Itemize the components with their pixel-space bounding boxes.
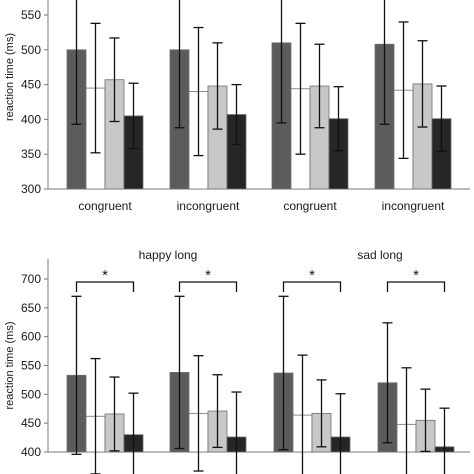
significance-bracket	[386, 281, 446, 292]
group-title: sad long	[357, 248, 402, 262]
y-tick-label: 300	[21, 182, 41, 196]
group-title: happy long	[139, 248, 198, 262]
y-tick-label: 450	[21, 78, 41, 92]
y-axis-label: reaction time (ms)	[4, 321, 16, 409]
y-tick-label: 350	[21, 147, 41, 161]
y-tick-label: 550	[21, 8, 41, 22]
y-tick-label: 400	[21, 445, 41, 459]
y-tick-label: 600	[21, 330, 41, 344]
y-tick-label: 500	[21, 43, 41, 57]
category-label: incongruent	[177, 199, 240, 213]
top-panel: 300 350 400 450 500 550 reaction time (ms) cong…	[4, 0, 470, 213]
y-axis-label: reaction time (ms)	[4, 33, 16, 121]
category-label: congruent	[283, 199, 337, 213]
y-tick-label: 400	[21, 112, 41, 126]
significance-bracket	[178, 281, 238, 292]
significance-star: *	[102, 267, 108, 284]
significance-star: *	[413, 267, 419, 284]
category-label: incongruent	[382, 199, 445, 213]
bottom-panel: 400 450 500 550 600 650 700 reaction time (ms) *…	[4, 248, 470, 474]
category-label: congruent	[78, 199, 132, 213]
y-tick-label: 550	[21, 359, 41, 373]
y-tick-label: 500	[21, 387, 41, 401]
y-tick-label: 700	[21, 272, 41, 286]
significance-star: *	[309, 267, 315, 284]
significance-bracket	[75, 281, 135, 292]
significance-star: *	[205, 267, 211, 284]
y-tick-label: 450	[21, 416, 41, 430]
significance-bracket	[282, 281, 342, 292]
y-tick-label: 650	[21, 301, 41, 315]
